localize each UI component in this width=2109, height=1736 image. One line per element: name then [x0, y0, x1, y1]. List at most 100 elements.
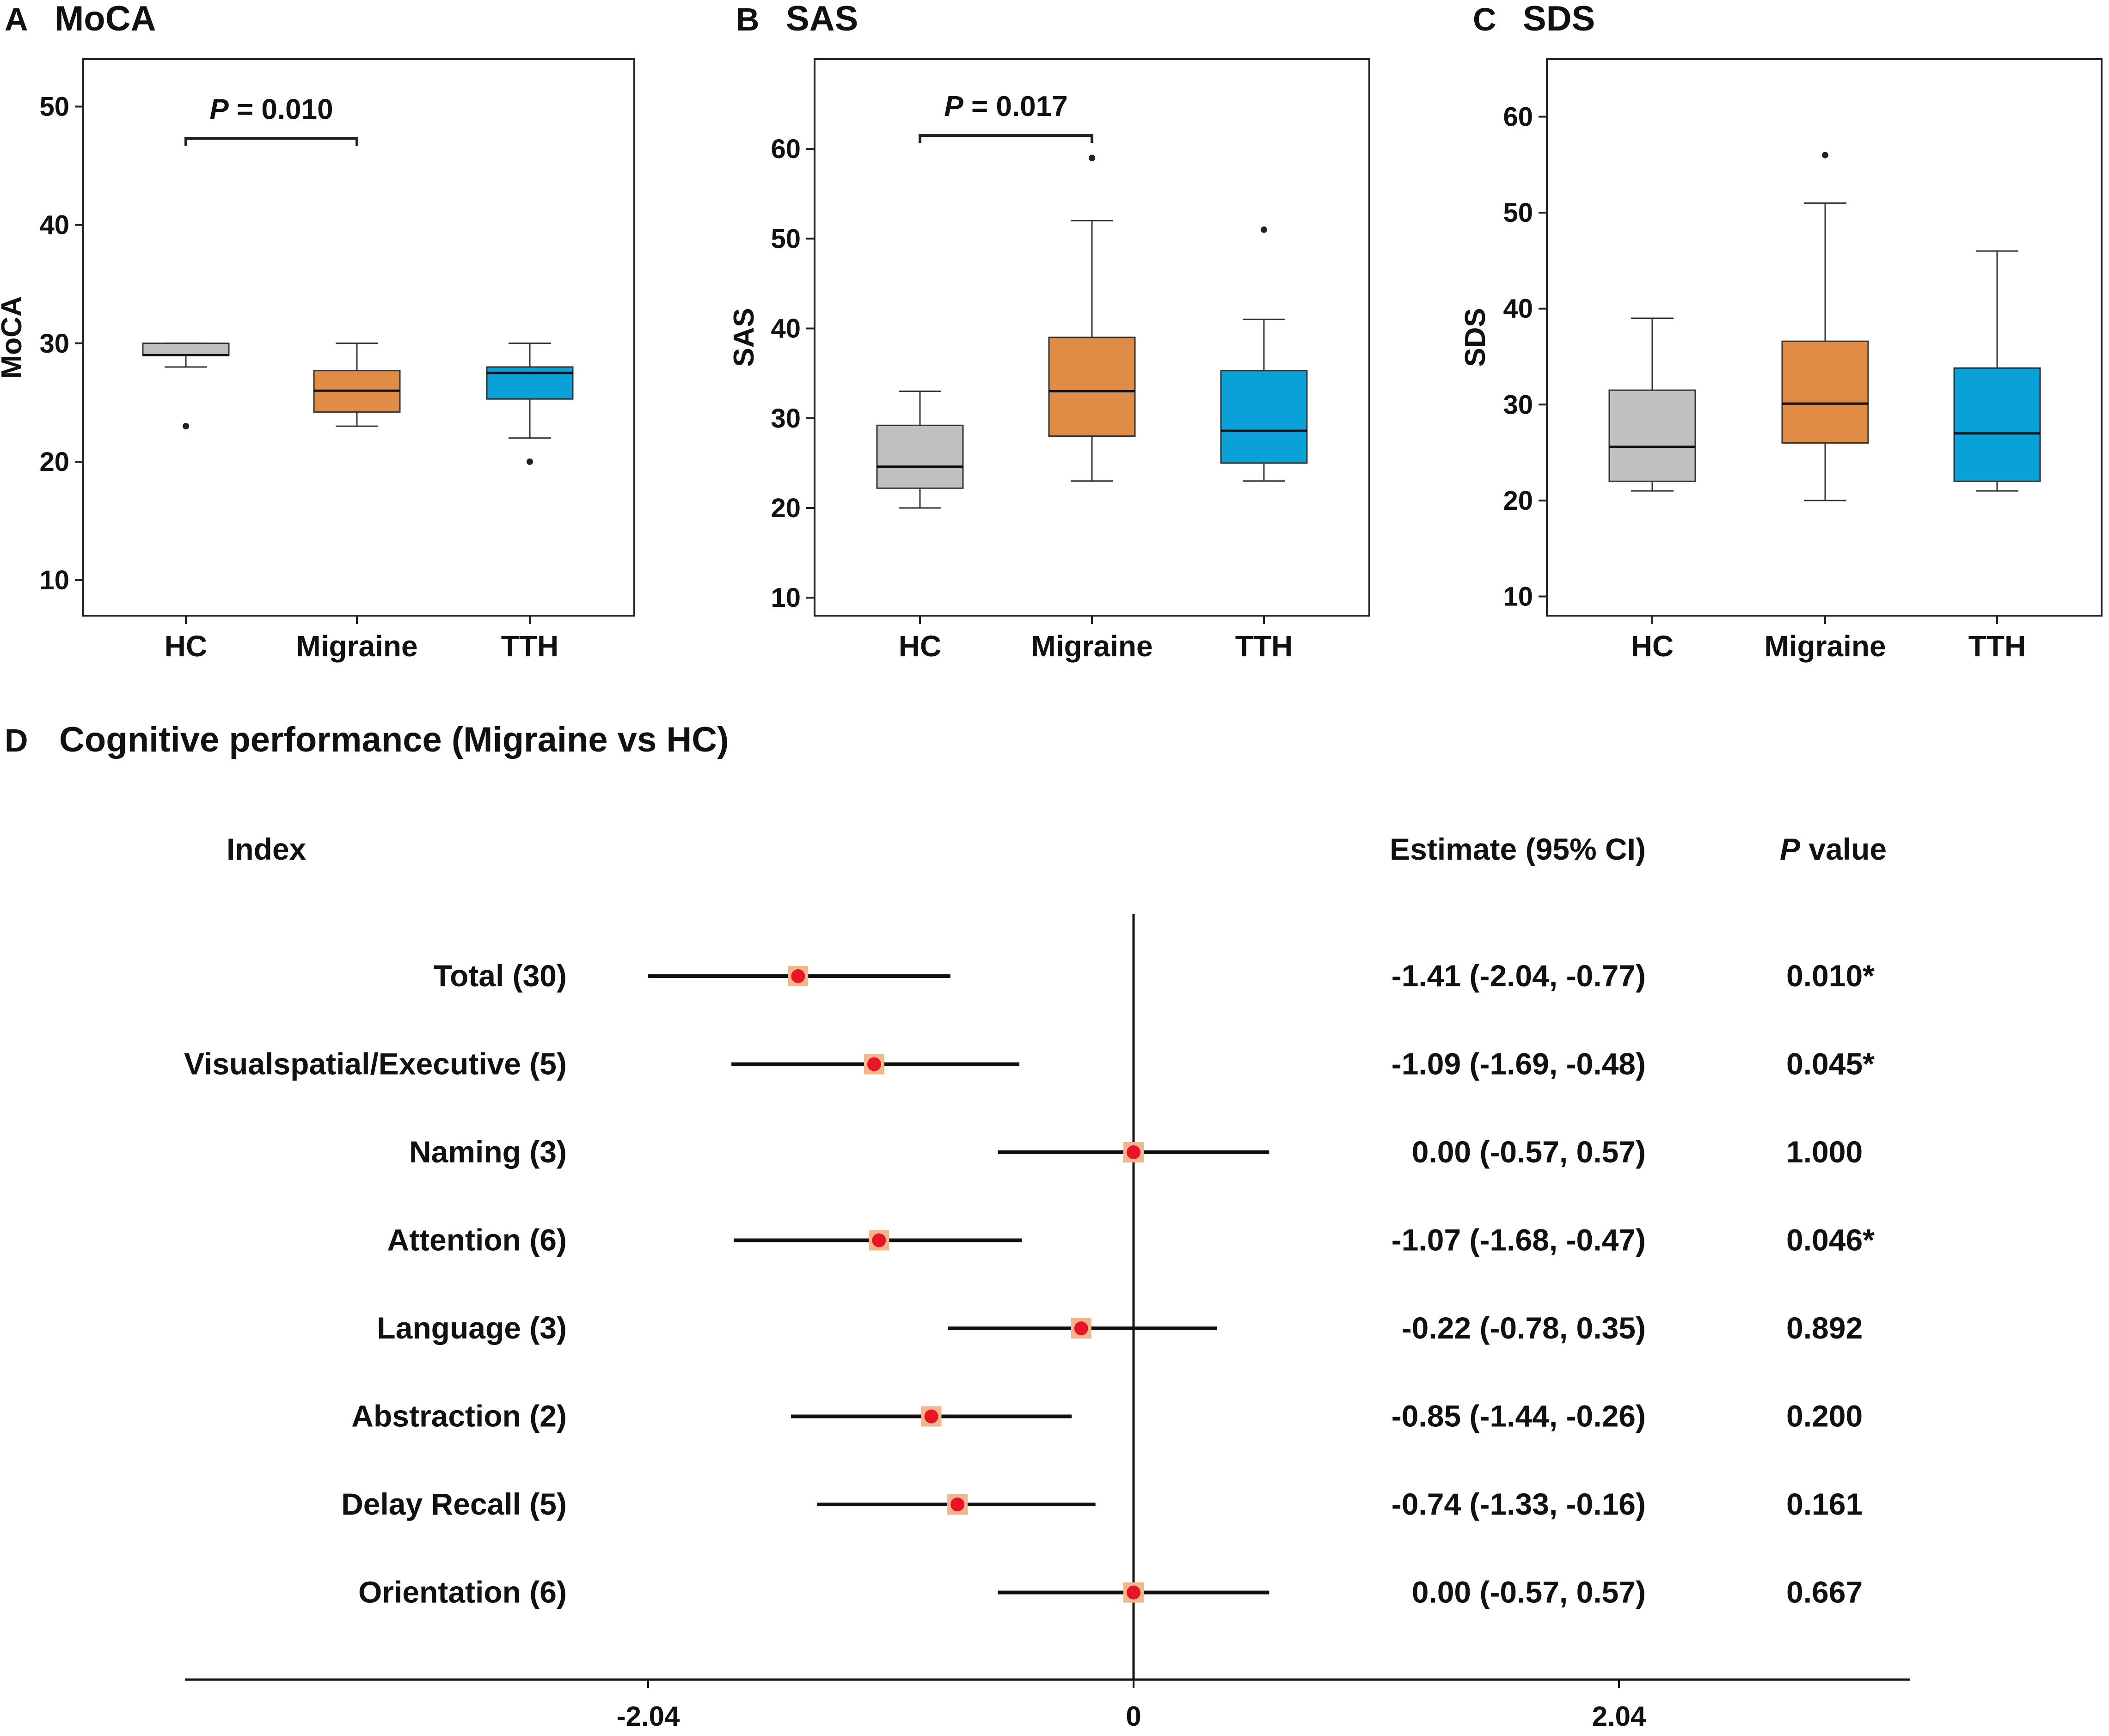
estimate-point — [791, 969, 805, 983]
forest-row: Orientation (6) 0.00 (-0.57, 0.57) 0.667 — [358, 1575, 1863, 1609]
forest-row: Naming (3) 0.00 (-0.57, 0.57) 1.000 — [409, 1135, 1863, 1169]
panel-letter: A — [5, 1, 28, 37]
p-value: 0.667 — [1786, 1575, 1863, 1609]
forest-row: Visualspatial/Executive (5) -1.09 (-1.69,… — [184, 1047, 1875, 1081]
box-iqr — [1781, 340, 1869, 444]
row-label: Delay Recall (5) — [341, 1487, 567, 1521]
x-tick-label: TTH — [1968, 630, 2026, 663]
p-value: 0.010* — [1786, 959, 1875, 993]
x-tick-label: TTH — [1235, 630, 1293, 663]
significance-bracket — [184, 137, 358, 146]
estimate-point — [872, 1233, 886, 1247]
estimate-ci-text: -0.74 (-1.33, -0.16) — [1392, 1487, 1646, 1521]
y-tick-label: 50 — [771, 224, 801, 254]
p-symbol: P — [1780, 832, 1801, 866]
row-label: Total (30) — [434, 959, 567, 993]
y-tick-label: 40 — [1503, 294, 1533, 324]
y-tick-label: 40 — [39, 210, 69, 240]
estimate-ci-text: -1.41 (-2.04, -0.77) — [1392, 959, 1646, 993]
p-value: 0.200 — [1786, 1399, 1863, 1433]
panel-title: MoCA — [55, 0, 156, 38]
y-tick-label: 60 — [1503, 102, 1533, 132]
panel-letter: B — [736, 1, 760, 37]
forest-row: Language (3) -0.22 (-0.78, 0.35) 0.892 — [377, 1311, 1863, 1345]
box-iqr — [1608, 389, 1696, 482]
box-iqr — [1953, 367, 2041, 482]
estimate-point — [1127, 1145, 1140, 1159]
p-value: 0.045* — [1786, 1047, 1875, 1081]
forest-row: Attention (6) -1.07 (-1.68, -0.47) 0.046* — [387, 1223, 1875, 1257]
header-index: Index — [227, 832, 307, 866]
panel-letter: C — [1473, 1, 1496, 37]
p-symbol: P — [944, 91, 963, 122]
y-axis-label: SDS — [1459, 308, 1491, 367]
p-text: = 0.010 — [229, 94, 333, 126]
box-iqr — [1048, 336, 1136, 437]
header-p-value: P value — [1780, 832, 1887, 866]
row-label: Language (3) — [377, 1311, 567, 1345]
x-tick-label: Migraine — [296, 630, 417, 663]
estimate-point — [924, 1409, 938, 1424]
outlier-point — [527, 458, 533, 465]
p-value: 0.161 — [1786, 1487, 1863, 1521]
p-text: = 0.017 — [963, 91, 1068, 122]
row-label: Attention (6) — [387, 1223, 567, 1257]
estimate-ci-text: -1.09 (-1.69, -0.48) — [1392, 1047, 1646, 1081]
y-tick-label: 60 — [771, 134, 801, 164]
x-tick-label: 0 — [1126, 1701, 1141, 1732]
y-axis-label: MoCA — [0, 296, 28, 379]
x-tick-label: TTH — [501, 630, 558, 663]
panel-title: SAS — [786, 0, 858, 38]
estimate-ci-text: -1.07 (-1.68, -0.47) — [1392, 1223, 1646, 1257]
y-tick-label: 50 — [1503, 198, 1533, 228]
row-label: Visualspatial/Executive (5) — [184, 1047, 567, 1081]
y-tick-label: 20 — [1503, 486, 1533, 516]
forest-row: Total (30) -1.41 (-2.04, -0.77) 0.010* — [434, 959, 1875, 993]
p-value: 1.000 — [1786, 1135, 1863, 1169]
row-label: Orientation (6) — [358, 1575, 567, 1609]
x-tick-label: Migraine — [1031, 630, 1153, 663]
y-tick-label: 20 — [39, 447, 69, 477]
estimate-ci-text: 0.00 (-0.57, 0.57) — [1412, 1575, 1646, 1609]
panel-a: A MoCA 10 20 30 40 50 MoCA HC Migraine TTH P = 0.01… — [0, 0, 635, 663]
box-iqr — [142, 342, 230, 356]
forest-row: Abstraction (2) -0.85 (-1.44, -0.26) 0.200 — [351, 1399, 1863, 1433]
x-tick-label: HC — [1631, 630, 1674, 663]
x-tick-label: HC — [899, 630, 941, 663]
outlier-point — [183, 423, 189, 430]
estimate-ci-text: 0.00 (-0.57, 0.57) — [1412, 1135, 1646, 1169]
header-estimate: Estimate (95% CI) — [1390, 832, 1646, 866]
y-tick-label: 10 — [1503, 581, 1533, 611]
plot-frame — [1546, 58, 2103, 617]
estimate-point — [950, 1498, 965, 1511]
y-tick-label: 30 — [771, 403, 801, 434]
y-tick-label: 30 — [39, 329, 69, 359]
x-tick-label: -2.04 — [617, 1701, 680, 1732]
box-iqr — [876, 424, 964, 489]
outlier-point — [1261, 226, 1267, 233]
panel-letter: D — [5, 722, 28, 758]
x-tick-label: Migraine — [1764, 630, 1886, 663]
outlier-point — [1089, 154, 1095, 161]
y-tick-label: 10 — [39, 565, 69, 595]
y-tick-label: 50 — [39, 92, 69, 122]
y-tick-label: 30 — [1503, 390, 1533, 420]
row-label: Naming (3) — [409, 1135, 567, 1169]
outlier-point — [1822, 152, 1828, 159]
y-tick-label: 10 — [771, 583, 801, 613]
p-suffix: value — [1800, 832, 1887, 866]
p-value: 0.892 — [1786, 1311, 1863, 1345]
y-axis-label: SAS — [728, 308, 760, 367]
panel-title: SDS — [1523, 0, 1595, 38]
estimate-point — [867, 1057, 881, 1071]
estimate-ci-text: -0.22 (-0.78, 0.35) — [1402, 1311, 1646, 1345]
x-tick-label: 2.04 — [1592, 1701, 1646, 1732]
panel-title: Cognitive performance (Migraine vs HC) — [59, 720, 729, 759]
estimate-point — [1074, 1321, 1088, 1335]
box-iqr — [1220, 370, 1308, 464]
estimate-point — [1127, 1585, 1140, 1600]
p-value: 0.046* — [1786, 1223, 1875, 1257]
y-tick-label: 40 — [771, 314, 801, 344]
x-tick-label: HC — [165, 630, 207, 663]
